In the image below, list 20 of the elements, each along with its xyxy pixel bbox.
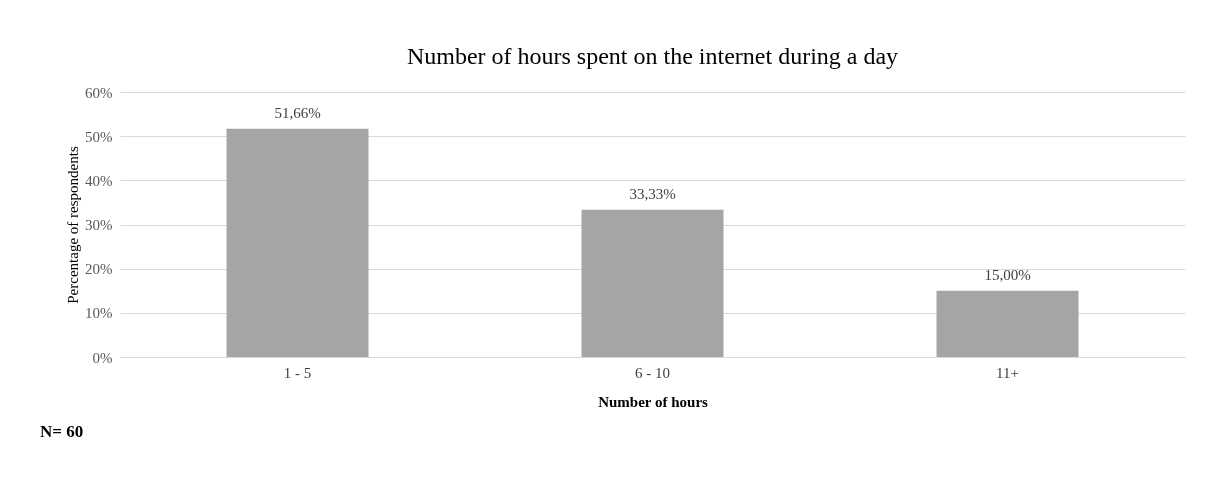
y-tick-label: 10% bbox=[85, 305, 113, 322]
y-axis-title: Percentage of respondents bbox=[65, 146, 81, 304]
chart-title: Number of hours spent on the internet during a day bbox=[406, 43, 899, 69]
bar bbox=[226, 128, 369, 357]
x-axis-title: Number of hours bbox=[598, 393, 709, 410]
bar bbox=[581, 209, 724, 357]
bar bbox=[936, 290, 1079, 357]
y-tick-label: 60% bbox=[85, 84, 113, 101]
y-tick-label: 20% bbox=[85, 261, 113, 278]
data-label: 51,66% bbox=[274, 104, 321, 121]
y-tick-label: 0% bbox=[92, 349, 113, 366]
data-label: 33,33% bbox=[629, 185, 676, 202]
x-tick-label: 6 - 10 bbox=[635, 364, 670, 381]
y-tick-label: 40% bbox=[85, 172, 113, 189]
x-tick-label: 1 - 5 bbox=[283, 364, 312, 381]
data-label: 15,00% bbox=[984, 266, 1031, 283]
x-tick-label: 11+ bbox=[996, 364, 1019, 381]
y-tick-label: 50% bbox=[85, 128, 113, 145]
text: N= 60 bbox=[40, 422, 84, 441]
y-tick-label: 30% bbox=[85, 217, 113, 233]
